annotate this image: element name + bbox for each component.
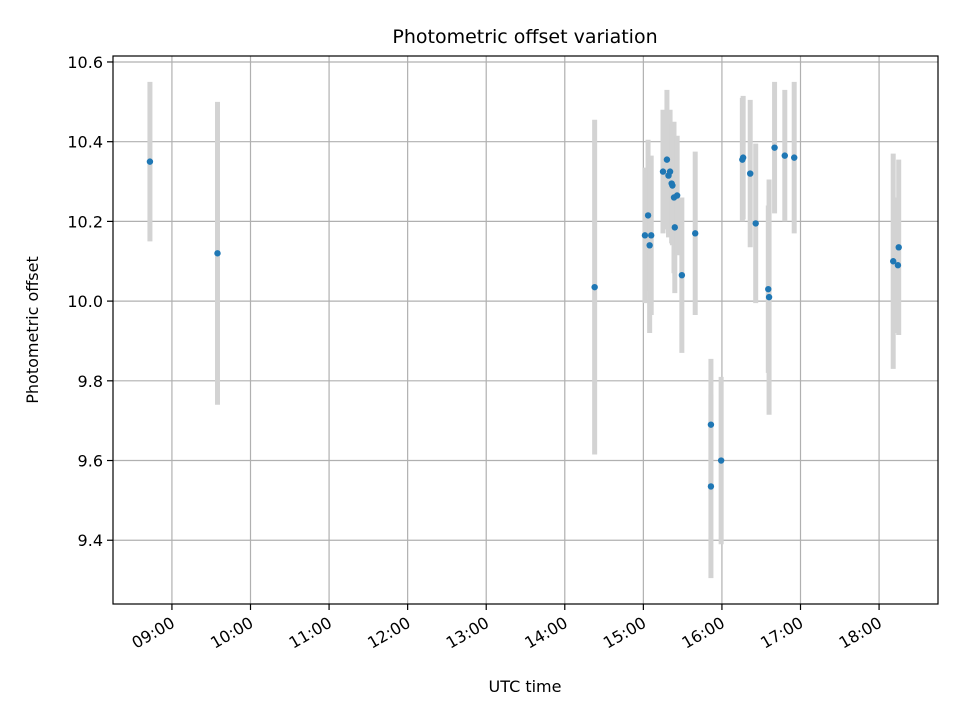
data-point	[641, 232, 649, 239]
grid	[113, 56, 938, 604]
y-tick-label: 10.4	[67, 133, 103, 152]
y-tick-label: 10.6	[67, 53, 103, 72]
y-tick-label: 10.0	[67, 292, 103, 311]
plot-frame	[112, 55, 939, 605]
chart-title: Photometric offset variation	[392, 26, 657, 48]
data-points	[146, 144, 902, 490]
data-point	[646, 242, 653, 249]
data-point	[678, 272, 686, 279]
data-point	[747, 170, 754, 177]
data-point	[707, 483, 715, 490]
data-point	[890, 258, 897, 265]
data-point	[765, 293, 773, 301]
y-tick-label: 9.6	[78, 452, 103, 471]
data-point	[648, 232, 655, 239]
data-point	[717, 457, 725, 464]
data-point	[707, 421, 715, 428]
data-point	[791, 154, 798, 161]
data-point	[765, 285, 772, 293]
data-point	[146, 158, 154, 165]
data-point	[663, 156, 671, 163]
y-tick-label: 9.8	[78, 372, 103, 391]
data-point	[895, 244, 902, 251]
data-point	[591, 283, 598, 291]
data-point	[644, 212, 652, 219]
y-tick-label: 9.4	[78, 531, 103, 550]
y-tick-label: 10.2	[67, 212, 103, 231]
data-point	[671, 224, 678, 231]
y-axis: 9.4 9.6 9.8 10.0 10.2 10.4 10.6	[67, 53, 113, 550]
data-point	[669, 182, 676, 189]
data-point	[739, 154, 747, 161]
data-point	[752, 220, 759, 227]
data-point	[659, 168, 667, 175]
y-axis-title: Photometric offset	[23, 256, 42, 404]
data-point	[214, 250, 221, 257]
data-point	[771, 144, 778, 151]
data-point	[666, 168, 674, 175]
x-axis-title: UTC time	[489, 677, 562, 696]
data-point	[781, 152, 788, 159]
data-point	[894, 262, 902, 269]
data-point	[692, 230, 699, 237]
data-point	[673, 192, 681, 199]
